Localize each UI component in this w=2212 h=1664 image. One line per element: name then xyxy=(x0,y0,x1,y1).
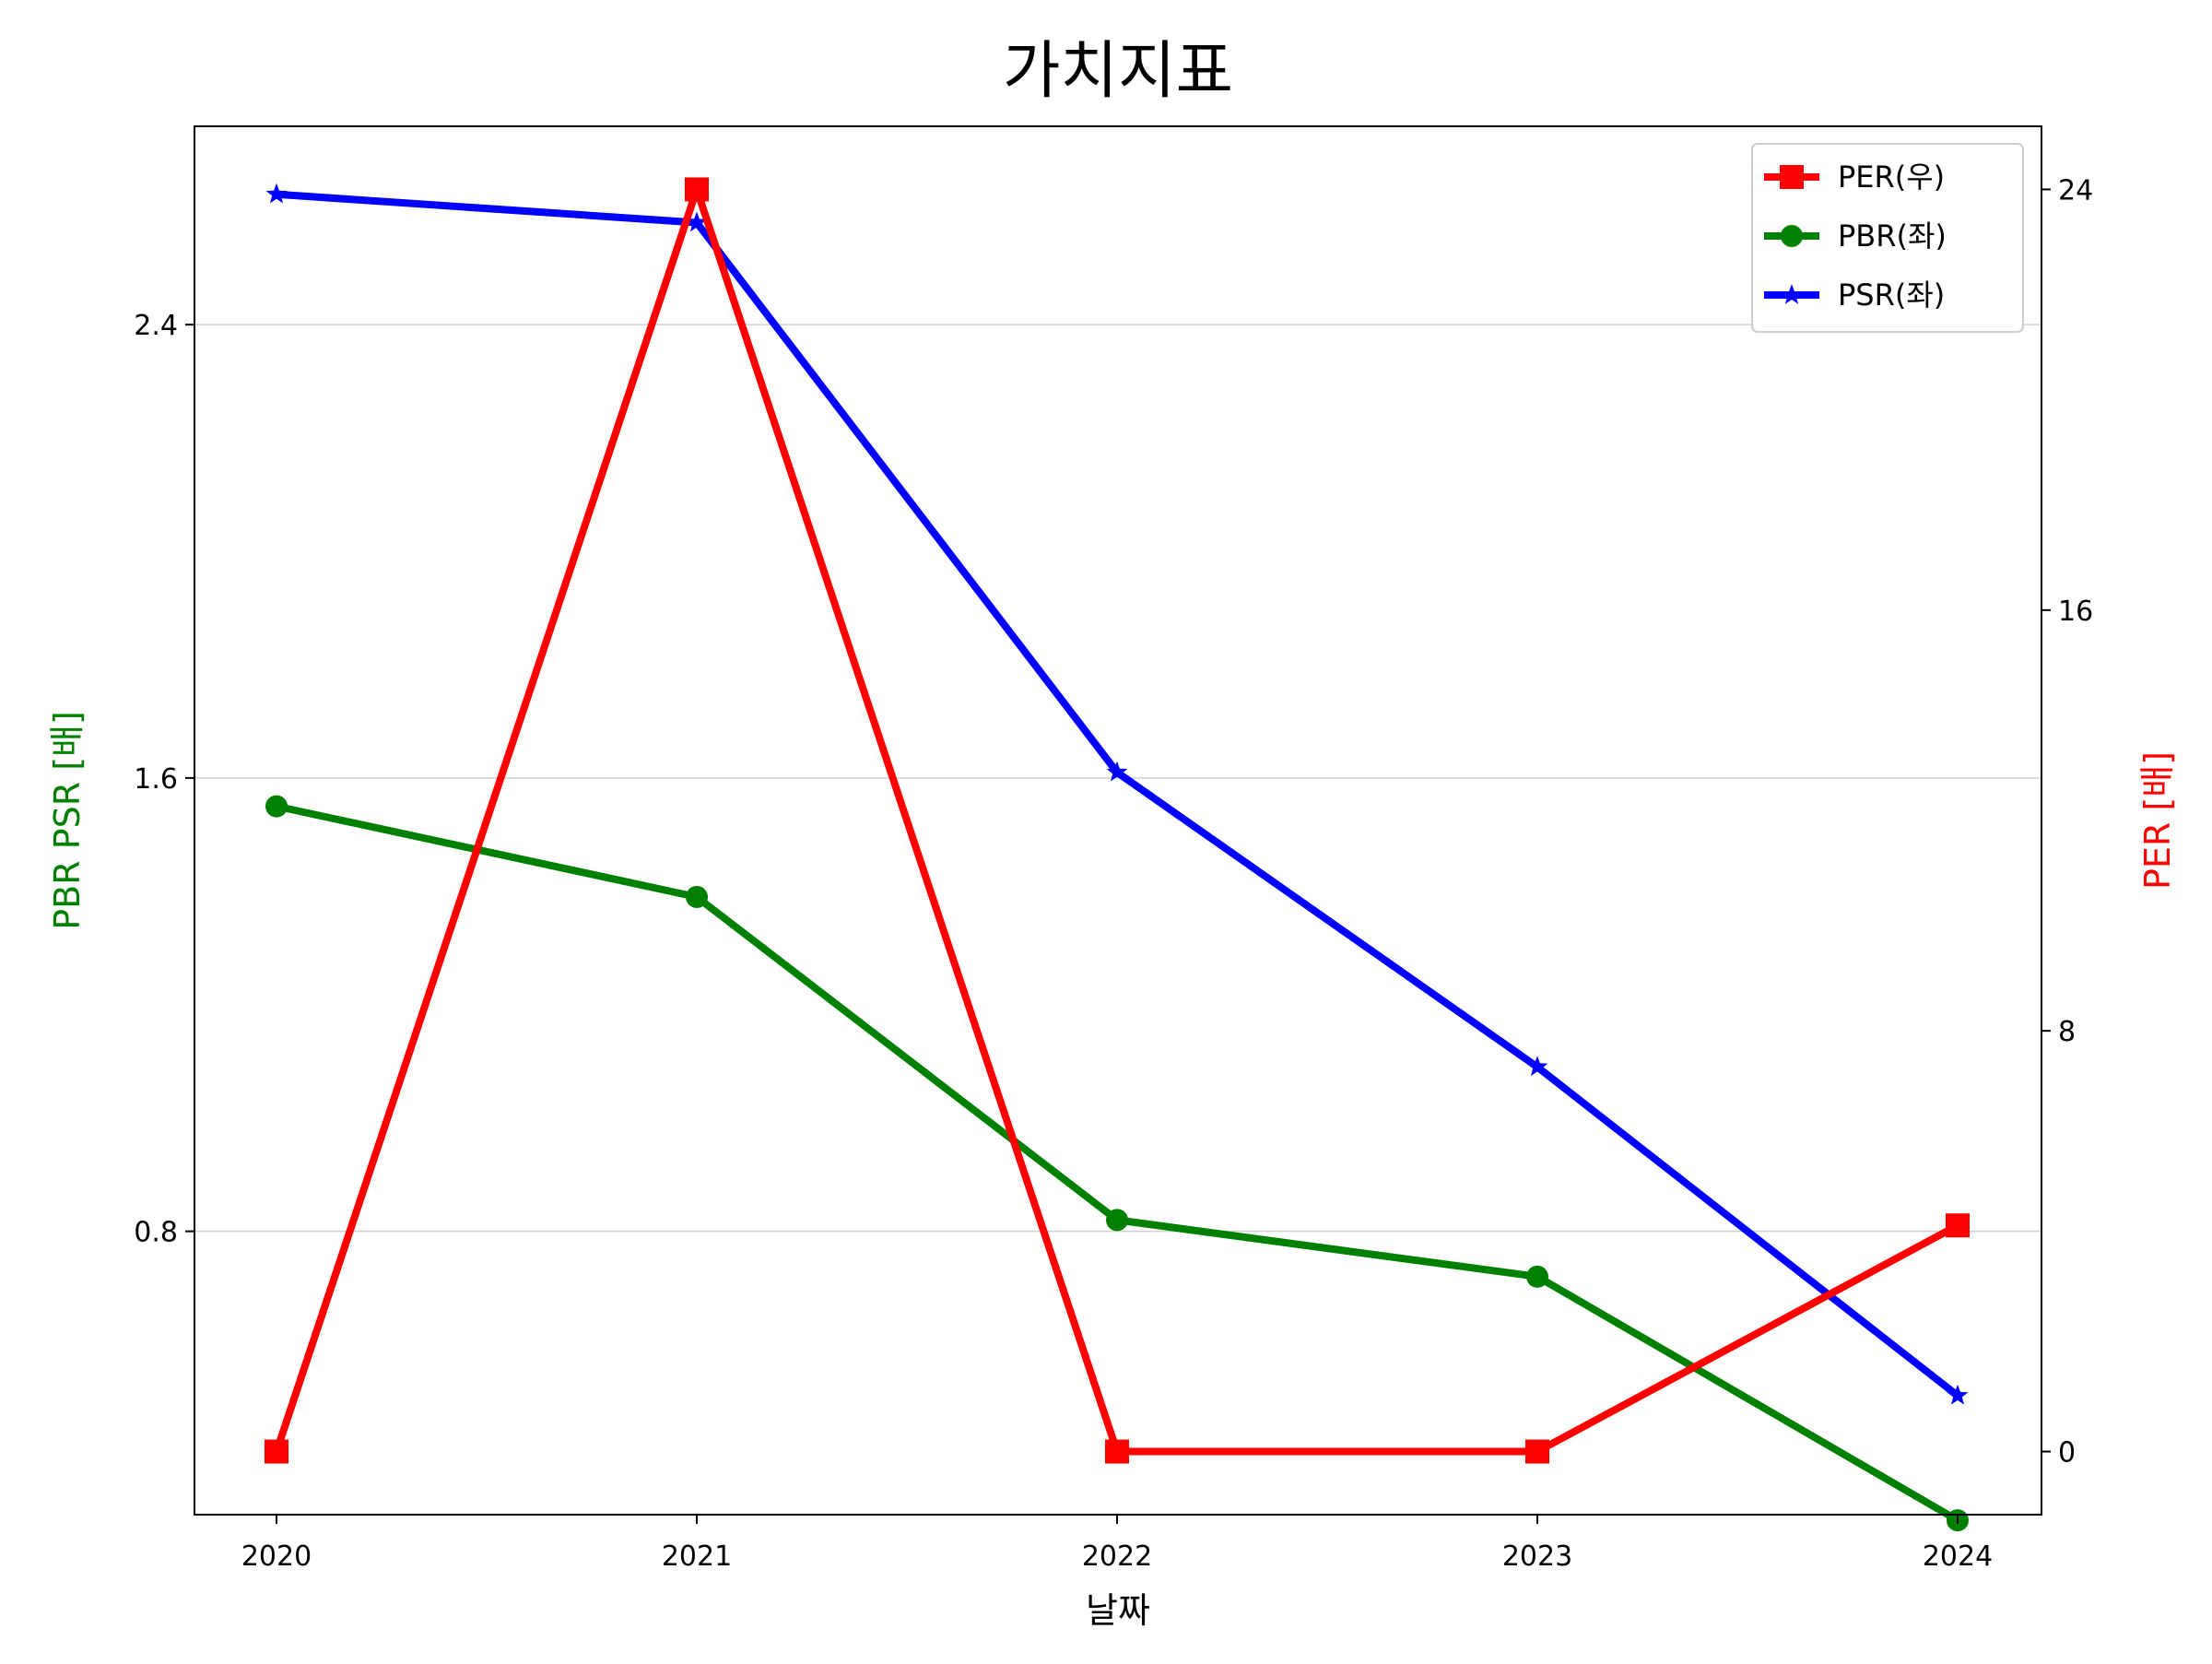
data-point-psr xyxy=(265,183,288,204)
right-tick-label: 16 xyxy=(2058,596,2093,628)
data-point-pbr xyxy=(265,795,288,818)
data-point-per xyxy=(265,1439,288,1464)
left-tick-label: 2.4 xyxy=(134,310,178,342)
legend: PER(우) PBR(좌) PSR(좌) xyxy=(1751,143,2024,333)
legend-item: PSR(좌) xyxy=(1764,277,1945,313)
data-point-psr xyxy=(1106,761,1128,782)
right-tick-label: 8 xyxy=(2058,1016,2076,1048)
data-point-pbr xyxy=(1526,1265,1548,1288)
legend-label: PBR(좌) xyxy=(1838,218,1947,254)
series-psr xyxy=(265,183,1969,1405)
series-layer xyxy=(265,177,1970,1532)
x-axis-label: 날짜 xyxy=(1086,1590,1150,1631)
data-point-psr xyxy=(1526,1056,1548,1077)
data-point-psr xyxy=(1947,1384,1969,1405)
axes: 0.8 1.6 2.4 0 8 16 24 2020 2021 2022 2023 2024 xyxy=(134,174,2093,1573)
right-y-axis-label: PER [배] xyxy=(2137,751,2178,890)
legend-item: PBR(좌) xyxy=(1764,218,1947,254)
left-tick-label: 1.6 xyxy=(134,763,178,796)
right-tick-label: 24 xyxy=(2058,174,2093,207)
legend-label: PSR(좌) xyxy=(1838,277,1945,313)
data-point-per xyxy=(1525,1439,1549,1464)
data-point-pbr xyxy=(1106,1209,1128,1232)
series-per xyxy=(265,177,1970,1464)
data-point-psr xyxy=(686,211,708,232)
legend-box xyxy=(1751,143,2024,333)
legend-items: PER(우) PBR(좌) PSR(좌) xyxy=(1764,159,1947,313)
legend-swatch-marker xyxy=(1780,165,1804,189)
data-point-per xyxy=(1105,1439,1129,1464)
left-tick-label: 0.8 xyxy=(134,1217,178,1249)
data-point-per xyxy=(685,177,709,202)
data-point-per xyxy=(1946,1213,1970,1238)
x-tick-label: 2020 xyxy=(241,1540,312,1573)
x-tick-label: 2022 xyxy=(1082,1540,1152,1573)
legend-swatch-marker xyxy=(1781,225,1803,247)
data-point-pbr xyxy=(686,885,708,908)
x-tick-label: 2021 xyxy=(662,1540,732,1573)
left-y-axis-label: PBR PSR [배] xyxy=(47,711,88,930)
chart-title: 가치지표 xyxy=(1003,35,1233,108)
right-tick-label: 0 xyxy=(2058,1437,2076,1469)
x-tick-label: 2024 xyxy=(1923,1540,1993,1573)
legend-item: PER(우) xyxy=(1764,159,1945,195)
legend-label: PER(우) xyxy=(1838,159,1945,195)
legend-swatch-marker xyxy=(1781,284,1803,304)
x-tick-label: 2023 xyxy=(1502,1540,1572,1573)
